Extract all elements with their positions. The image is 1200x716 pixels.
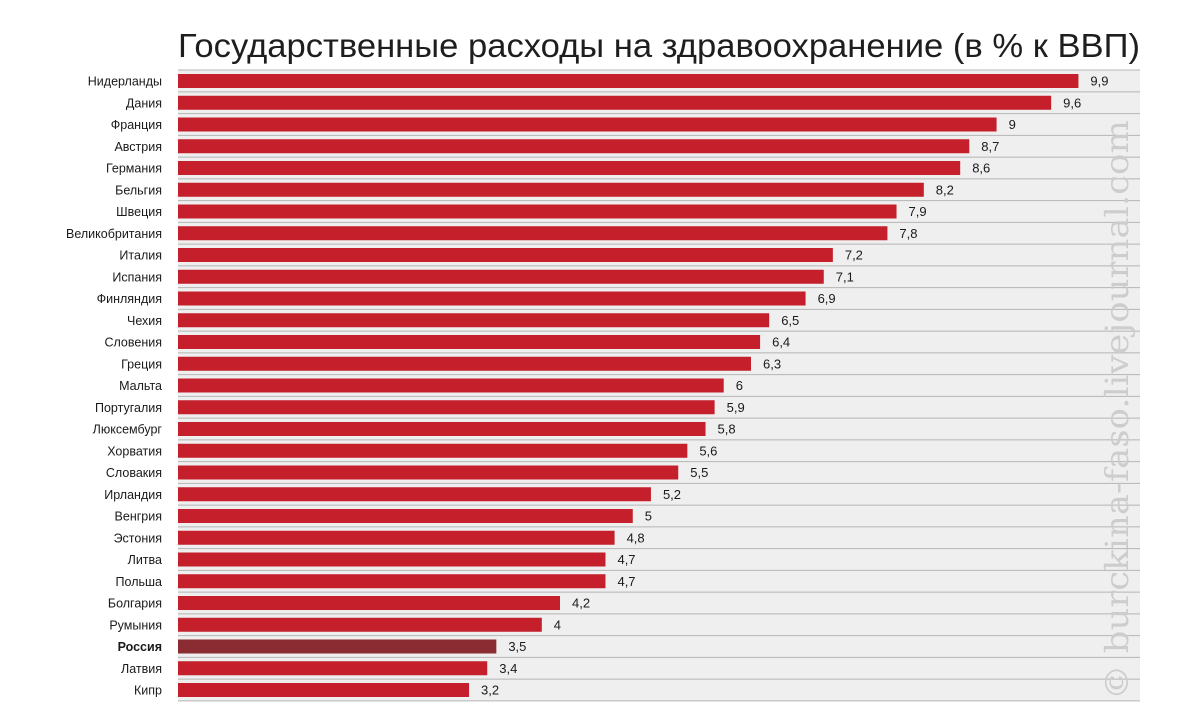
bar-15	[178, 378, 724, 393]
value-label-4: 8,7	[981, 139, 999, 154]
category-label-15: Мальта	[119, 379, 162, 393]
category-label-20: Ирландия	[104, 488, 162, 502]
bar-24	[178, 574, 606, 589]
bar-28	[178, 661, 488, 676]
bar-22	[178, 530, 615, 545]
bar-3	[178, 117, 997, 132]
bar-6	[178, 182, 924, 197]
bar-11	[178, 291, 806, 306]
bar-27	[178, 639, 497, 654]
value-label-3: 9	[1009, 117, 1016, 132]
bar-4	[178, 139, 970, 154]
category-label-14: Греция	[121, 357, 162, 371]
category-label-28: Латвия	[121, 662, 162, 676]
category-label-13: Словения	[104, 336, 162, 350]
bar-14	[178, 356, 751, 371]
bar-rows: Нидерланды 9,9 Дания 9,6 Франция 9 Австрия 8,7 Г…	[66, 74, 1140, 702]
bar-9	[178, 248, 833, 262]
category-label-2: Дания	[126, 96, 162, 110]
category-label-10: Испания	[112, 270, 162, 284]
category-label-4: Австрия	[114, 140, 162, 154]
bar-26	[178, 617, 542, 632]
category-label-8: Великобритания	[66, 227, 162, 241]
value-label-25: 4,2	[572, 596, 590, 611]
value-label-10: 7,1	[836, 269, 854, 284]
category-label-29: Кипр	[134, 684, 162, 698]
bar-17	[178, 422, 706, 436]
bar-20	[178, 487, 651, 502]
bar-29	[178, 683, 470, 697]
value-label-6: 8,2	[936, 182, 954, 197]
value-label-14: 6,3	[763, 356, 781, 371]
category-label-16: Португалия	[95, 401, 162, 415]
value-label-21: 5	[645, 509, 652, 524]
bar-13	[178, 335, 761, 349]
category-label-18: Хорватия	[107, 444, 162, 458]
bar-21	[178, 509, 633, 523]
bar-5	[178, 161, 961, 175]
bar-12	[178, 313, 770, 328]
value-label-27: 3,5	[508, 639, 526, 654]
value-label-17: 5,8	[718, 422, 736, 437]
value-label-11: 6,9	[818, 291, 836, 306]
category-label-26: Румыния	[109, 618, 162, 632]
chart-title: Государственные расходы на здравоохранен…	[178, 27, 1140, 64]
category-label-17: Люксембург	[93, 423, 163, 437]
value-label-23: 4,7	[617, 552, 635, 567]
category-label-11: Финляндия	[97, 292, 162, 306]
value-label-20: 5,2	[663, 487, 681, 502]
value-label-18: 5,6	[699, 443, 717, 458]
value-label-24: 4,7	[617, 574, 635, 589]
value-label-16: 5,9	[727, 400, 745, 415]
category-label-22: Эстония	[114, 531, 162, 545]
value-label-22: 4,8	[627, 530, 645, 545]
category-label-25: Болгария	[108, 597, 162, 611]
category-label-19: Словакия	[106, 466, 162, 480]
value-label-19: 5,5	[690, 465, 708, 480]
bar-10	[178, 269, 824, 284]
value-label-13: 6,4	[772, 335, 790, 350]
bar-18	[178, 443, 688, 458]
value-label-9: 7,2	[845, 248, 863, 263]
value-label-12: 6,5	[781, 313, 799, 328]
category-label-6: Бельгия	[115, 183, 162, 197]
value-label-5: 8,6	[972, 161, 990, 176]
value-label-1: 9,9	[1090, 74, 1108, 89]
category-label-24: Польша	[116, 575, 162, 589]
bar-7	[178, 204, 897, 219]
bar-25	[178, 596, 560, 610]
category-label-7: Швеция	[116, 205, 162, 219]
category-label-5: Германия	[106, 162, 162, 176]
value-label-28: 3,4	[499, 661, 517, 676]
value-label-7: 7,9	[909, 204, 927, 219]
value-label-2: 9,6	[1063, 95, 1081, 110]
category-label-1: Нидерланды	[88, 75, 162, 89]
bar-23	[178, 552, 606, 567]
category-label-9: Италия	[119, 249, 162, 263]
value-label-26: 4	[554, 617, 561, 632]
value-label-8: 7,8	[899, 226, 917, 241]
value-label-15: 6	[736, 378, 743, 393]
bar-2	[178, 95, 1052, 110]
bar-1	[178, 74, 1079, 88]
bar-16	[178, 400, 715, 415]
bar-8	[178, 226, 888, 241]
category-label-12: Чехия	[127, 314, 162, 328]
bar-19	[178, 465, 679, 480]
category-label-3: Франция	[111, 118, 162, 132]
value-label-29: 3,2	[481, 683, 499, 698]
category-label-23: Литва	[128, 553, 162, 567]
watermark: © burckina-faso.livejournal.com	[1098, 120, 1136, 700]
category-label-21: Венгрия	[115, 510, 162, 524]
category-label-27: Россия	[118, 640, 162, 654]
